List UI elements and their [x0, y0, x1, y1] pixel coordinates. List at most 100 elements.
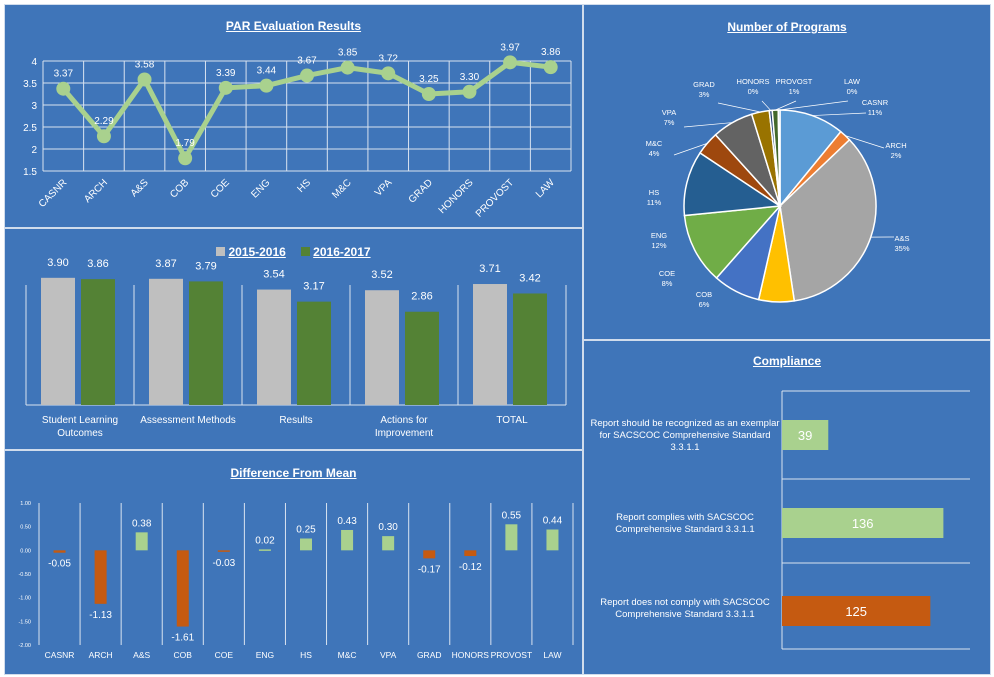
pie-slice: [683, 205, 782, 280]
data-point: [178, 151, 193, 166]
leader-line: [673, 143, 708, 156]
slice-label: M&C: [646, 139, 663, 148]
bar: [94, 550, 107, 604]
compliance-panel: Compliance 39 136 125 Report should be rec…: [583, 340, 991, 675]
bar: [782, 420, 829, 450]
bar: [464, 550, 477, 557]
data-label: -0.17: [418, 564, 441, 575]
x-tick-label: VPA: [380, 650, 397, 660]
compliance-category-label: Report complies with SACSCOC Comprehensi…: [615, 512, 755, 535]
bar: [782, 596, 931, 626]
bar: [135, 532, 148, 551]
data-point: [462, 84, 477, 99]
slice-percent: 12%: [651, 241, 666, 250]
data-label: 3.44: [257, 66, 277, 77]
bar: [513, 293, 547, 405]
slice-percent: 35%: [894, 244, 909, 253]
compliance-title: Compliance: [752, 354, 821, 368]
data-label: 3.72: [378, 53, 398, 64]
x-tick-label: Outcomes: [57, 428, 103, 439]
data-point: [96, 129, 111, 144]
x-tick-label: Improvement: [375, 428, 434, 439]
data-label: 136: [852, 516, 874, 531]
data-label: -0.05: [48, 559, 71, 570]
par-title: PAR Evaluation Results: [225, 19, 362, 33]
slice-label: HS: [649, 188, 659, 197]
leader-line: [779, 100, 849, 111]
y-tick-label: 1.00: [20, 501, 31, 507]
data-label: 0.38: [132, 518, 152, 529]
x-tick-label: CASNR: [37, 177, 70, 210]
data-label: 125: [845, 604, 867, 619]
x-tick-label: ENG: [249, 177, 272, 200]
data-label: 0.02: [255, 535, 275, 546]
bar: [297, 301, 331, 405]
difference-title: Difference From Mean: [230, 466, 357, 480]
x-tick-label: TOTAL: [496, 415, 528, 426]
data-label: 3.86: [87, 258, 108, 270]
x-tick-label: PROVOST: [491, 650, 533, 660]
data-point: [56, 81, 71, 96]
legend-label-2016: 2016-2017: [313, 245, 371, 259]
compliance-category-label: Report should be recognized as an exempl…: [590, 418, 780, 453]
compliance-bar-chart: 39 136 125: [781, 390, 970, 650]
slice-label: VPA: [662, 108, 676, 117]
par-line-chart: 1.5 2 2.5 3 3.5 4 3.37 CASNR 2.29 ARCH 3.58 A&S 1.79…: [23, 42, 572, 220]
data-label: 0.25: [296, 525, 316, 536]
slice-percent: 4%: [649, 149, 660, 158]
data-label: 2.29: [94, 116, 114, 127]
leader-line: [775, 100, 797, 111]
x-tick-label: ARCH: [89, 650, 113, 660]
leader-line: [812, 112, 867, 116]
x-tick-label: Assessment Methods: [140, 415, 236, 426]
data-point: [218, 80, 233, 95]
data-point: [381, 66, 396, 81]
slice-label: LAW: [844, 77, 861, 86]
bar: [341, 529, 354, 551]
data-label: 0.43: [337, 516, 357, 527]
slice-percent: 11%: [647, 198, 662, 207]
slice-percent: 8%: [662, 279, 673, 288]
pie-slice: [683, 151, 783, 217]
bar: [405, 311, 439, 405]
y-tick-label: 1.5: [23, 167, 37, 178]
bar: [41, 277, 75, 405]
y-tick-label: 4: [31, 57, 37, 68]
slice-label: COB: [696, 290, 712, 299]
data-label: 2.86: [411, 291, 432, 303]
x-tick-label: M&C: [338, 650, 357, 660]
difference-panel: Difference From Mean 1.00 0.50 0.00 -0.50 -1…: [4, 450, 583, 675]
bar: [257, 289, 291, 405]
bar: [546, 529, 559, 551]
data-label: 3.37: [54, 69, 74, 80]
data-label: 3.90: [47, 257, 68, 269]
x-tick-label: COE: [215, 650, 234, 660]
data-label: 3.79: [195, 260, 216, 272]
slice-percent: 11%: [868, 108, 883, 117]
data-label: 3.85: [338, 48, 358, 59]
data-label: -0.03: [212, 558, 235, 569]
slice-percent: 3%: [699, 90, 710, 99]
x-tick-label: A&S: [133, 650, 150, 660]
x-tick-label: Actions for: [380, 415, 428, 426]
slice-label: COE: [659, 269, 675, 278]
x-tick-label: HONORS: [452, 650, 490, 660]
x-tick-label: A&S: [129, 177, 151, 199]
x-tick-label: Results: [279, 415, 312, 426]
x-tick-label: LAW: [534, 177, 557, 200]
slice-percent: 0%: [847, 87, 858, 96]
slice-label: CASNR: [862, 98, 889, 107]
slice-label: ARCH: [885, 141, 906, 150]
data-label: 3.52: [371, 269, 392, 281]
x-tick-label: PROVOST: [474, 177, 516, 219]
data-point: [137, 72, 152, 87]
data-point: [340, 60, 355, 75]
programs-panel: Number of Programs CASNR 11% ARCH 2% A&S 35% C…: [583, 4, 991, 340]
par-evaluation-panel: PAR Evaluation Results 1.5 2 2.5 3 3.5 4 3.37 C…: [4, 4, 583, 228]
year-legend: 2015-2016 2016-2017: [5, 245, 582, 259]
x-tick-label: HONORS: [437, 177, 476, 216]
slice-percent: 7%: [664, 118, 675, 127]
data-label: 3.58: [135, 59, 155, 70]
data-label: 3.87: [155, 258, 176, 270]
data-point: [503, 55, 518, 70]
